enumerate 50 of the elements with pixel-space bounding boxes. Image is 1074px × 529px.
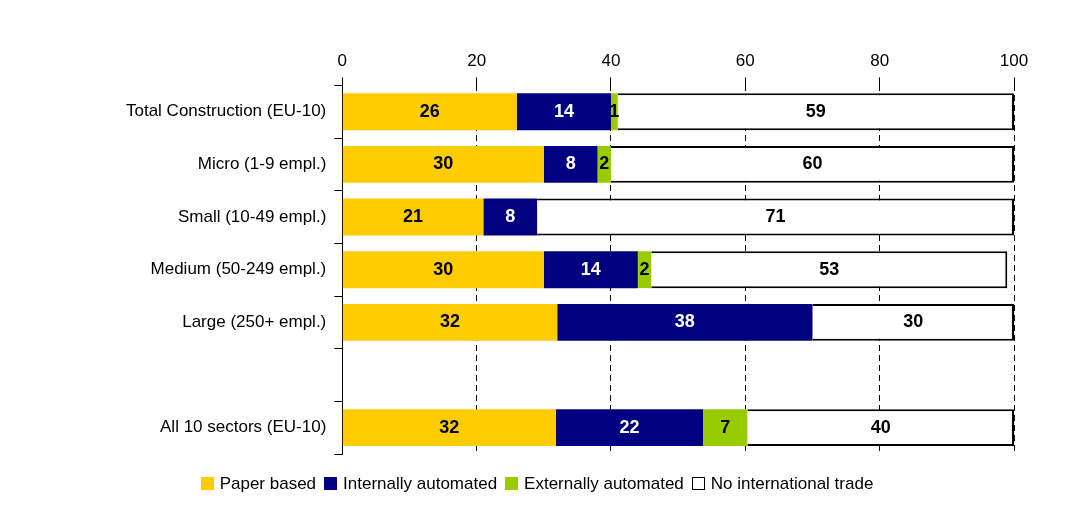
data-label: 38 [674, 311, 695, 332]
bar [342, 198, 484, 236]
y-tick-label: Micro (1-9 empl.) [197, 154, 327, 174]
data-label: 60 [802, 153, 823, 174]
data-label: 30 [433, 153, 454, 174]
x-tick-label: 40 [601, 50, 621, 70]
data-label: 59 [805, 100, 826, 121]
legend-label: Paper based [219, 474, 317, 493]
legend-label: Externally automated [524, 474, 684, 493]
data-label: 22 [619, 416, 640, 437]
bar [543, 251, 638, 289]
data-label: 32 [440, 311, 461, 332]
bar [342, 303, 558, 341]
y-tick-label: Small (10-49 empl.) [177, 206, 327, 226]
x-tick-label: 100 [999, 50, 1029, 70]
legend-label: Internally automated [343, 474, 498, 493]
bar [342, 251, 544, 289]
bar [342, 409, 556, 447]
y-tick-label: Large (250+ empl.) [182, 312, 327, 332]
bar [516, 93, 611, 131]
bar [483, 198, 538, 236]
bar [342, 145, 544, 183]
x-tick-label: 20 [467, 50, 487, 70]
series-label: No international trade [710, 474, 874, 493]
data-label: 14 [580, 258, 601, 279]
data-label: 21 [403, 206, 424, 227]
bar [342, 93, 517, 131]
bar [557, 303, 813, 341]
y-tick-label: Medium (50-249 empl.) [150, 259, 327, 279]
x-tick-label: 60 [735, 50, 755, 70]
data-label: 2 [639, 258, 650, 279]
data-label: 2 [599, 153, 610, 174]
bar [703, 409, 748, 447]
data-label: 8 [565, 153, 576, 174]
data-label: 14 [553, 100, 574, 121]
data-label: 40 [870, 416, 891, 437]
y-tick-label: Total Construction (EU-10) [125, 101, 327, 121]
x-tick-label: 80 [870, 50, 890, 70]
y-tick-label: All 10 sectors (EU-10) [160, 417, 327, 437]
data-label: 53 [819, 258, 840, 279]
data-label: 26 [419, 100, 440, 121]
bar [555, 409, 703, 447]
data-label: 7 [720, 416, 731, 437]
bar [543, 145, 598, 183]
x-tick-label: 0 [337, 50, 348, 70]
data-label: 32 [439, 416, 460, 437]
data-label: 8 [505, 206, 516, 227]
data-label: 71 [765, 206, 786, 227]
data-label: 30 [903, 311, 924, 332]
data-label: 30 [433, 258, 454, 279]
